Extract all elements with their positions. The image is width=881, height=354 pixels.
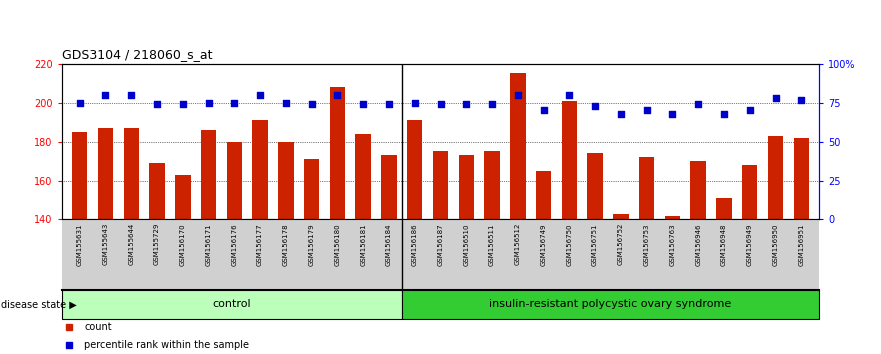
- Text: GSM156753: GSM156753: [644, 223, 649, 266]
- Point: [330, 92, 344, 98]
- Text: GSM156187: GSM156187: [438, 223, 443, 266]
- Text: percentile rank within the sample: percentile rank within the sample: [85, 340, 249, 350]
- Bar: [510, 74, 526, 219]
- Bar: [381, 155, 396, 219]
- Point: [150, 101, 164, 107]
- Bar: [72, 132, 87, 219]
- Point: [253, 92, 267, 98]
- Text: control: control: [212, 299, 251, 309]
- Bar: [588, 153, 603, 219]
- Bar: [794, 138, 809, 219]
- Text: GSM156749: GSM156749: [541, 223, 546, 266]
- Text: GSM156751: GSM156751: [592, 223, 598, 266]
- Bar: [742, 165, 758, 219]
- Bar: [226, 142, 242, 219]
- Bar: [433, 152, 448, 219]
- Text: GSM156946: GSM156946: [695, 223, 701, 266]
- Bar: [123, 128, 139, 219]
- Point: [124, 92, 138, 98]
- Text: GSM156171: GSM156171: [205, 223, 211, 266]
- Point: [408, 100, 422, 105]
- Text: GSM156950: GSM156950: [773, 223, 779, 266]
- Text: GSM156180: GSM156180: [335, 223, 340, 266]
- Text: GSM156750: GSM156750: [566, 223, 573, 266]
- Point: [717, 111, 731, 116]
- Bar: [767, 136, 783, 219]
- Text: GSM156177: GSM156177: [257, 223, 263, 266]
- Text: GSM156510: GSM156510: [463, 223, 470, 266]
- Bar: [536, 171, 552, 219]
- Bar: [252, 120, 268, 219]
- Bar: [62, 290, 402, 319]
- Point: [72, 100, 86, 105]
- Text: GSM156949: GSM156949: [747, 223, 752, 266]
- Text: GSM156184: GSM156184: [386, 223, 392, 266]
- Text: GSM156511: GSM156511: [489, 223, 495, 266]
- Text: GSM156951: GSM156951: [798, 223, 804, 266]
- Text: count: count: [85, 322, 112, 332]
- Bar: [175, 175, 190, 219]
- Point: [511, 92, 525, 98]
- Bar: [561, 101, 577, 219]
- Point: [614, 111, 628, 116]
- Point: [665, 111, 679, 116]
- Text: GSM155631: GSM155631: [77, 223, 83, 266]
- Point: [278, 100, 292, 105]
- Point: [485, 101, 500, 107]
- Text: GSM156763: GSM156763: [670, 223, 676, 266]
- Point: [175, 101, 189, 107]
- Text: GSM156176: GSM156176: [232, 223, 237, 266]
- Point: [692, 101, 706, 107]
- Point: [202, 100, 216, 105]
- Point: [562, 92, 576, 98]
- Text: GSM156186: GSM156186: [411, 223, 418, 266]
- Bar: [329, 87, 345, 219]
- Text: GSM155643: GSM155643: [102, 223, 108, 266]
- Text: GSM156181: GSM156181: [360, 223, 366, 266]
- Text: GSM156512: GSM156512: [515, 223, 521, 266]
- Bar: [716, 198, 732, 219]
- Text: GSM156178: GSM156178: [283, 223, 289, 266]
- Text: GSM156170: GSM156170: [180, 223, 186, 266]
- Text: GSM155729: GSM155729: [154, 223, 160, 266]
- Bar: [98, 128, 114, 219]
- Point: [589, 103, 603, 109]
- Text: GDS3104 / 218060_s_at: GDS3104 / 218060_s_at: [62, 48, 212, 61]
- Bar: [691, 161, 706, 219]
- Point: [459, 101, 473, 107]
- Point: [433, 101, 448, 107]
- Point: [768, 95, 782, 101]
- Point: [305, 101, 319, 107]
- Bar: [407, 120, 423, 219]
- Point: [381, 101, 396, 107]
- Bar: [304, 159, 320, 219]
- Bar: [355, 134, 371, 219]
- Text: GSM156752: GSM156752: [618, 223, 624, 266]
- Point: [795, 97, 809, 102]
- Text: GSM156948: GSM156948: [721, 223, 727, 266]
- Bar: [485, 152, 500, 219]
- Point: [743, 108, 757, 113]
- Bar: [639, 157, 655, 219]
- Bar: [664, 216, 680, 219]
- Text: GSM155644: GSM155644: [129, 223, 134, 265]
- Point: [537, 108, 551, 113]
- Bar: [149, 163, 165, 219]
- Bar: [458, 155, 474, 219]
- Point: [99, 92, 113, 98]
- Point: [227, 100, 241, 105]
- Bar: [278, 142, 293, 219]
- Text: GSM156179: GSM156179: [308, 223, 315, 266]
- Point: [640, 108, 654, 113]
- Bar: [613, 213, 629, 219]
- Point: [356, 101, 370, 107]
- Bar: [402, 290, 819, 319]
- Text: insulin-resistant polycystic ovary syndrome: insulin-resistant polycystic ovary syndr…: [490, 299, 732, 309]
- Text: disease state ▶: disease state ▶: [1, 299, 77, 309]
- Bar: [201, 130, 217, 219]
